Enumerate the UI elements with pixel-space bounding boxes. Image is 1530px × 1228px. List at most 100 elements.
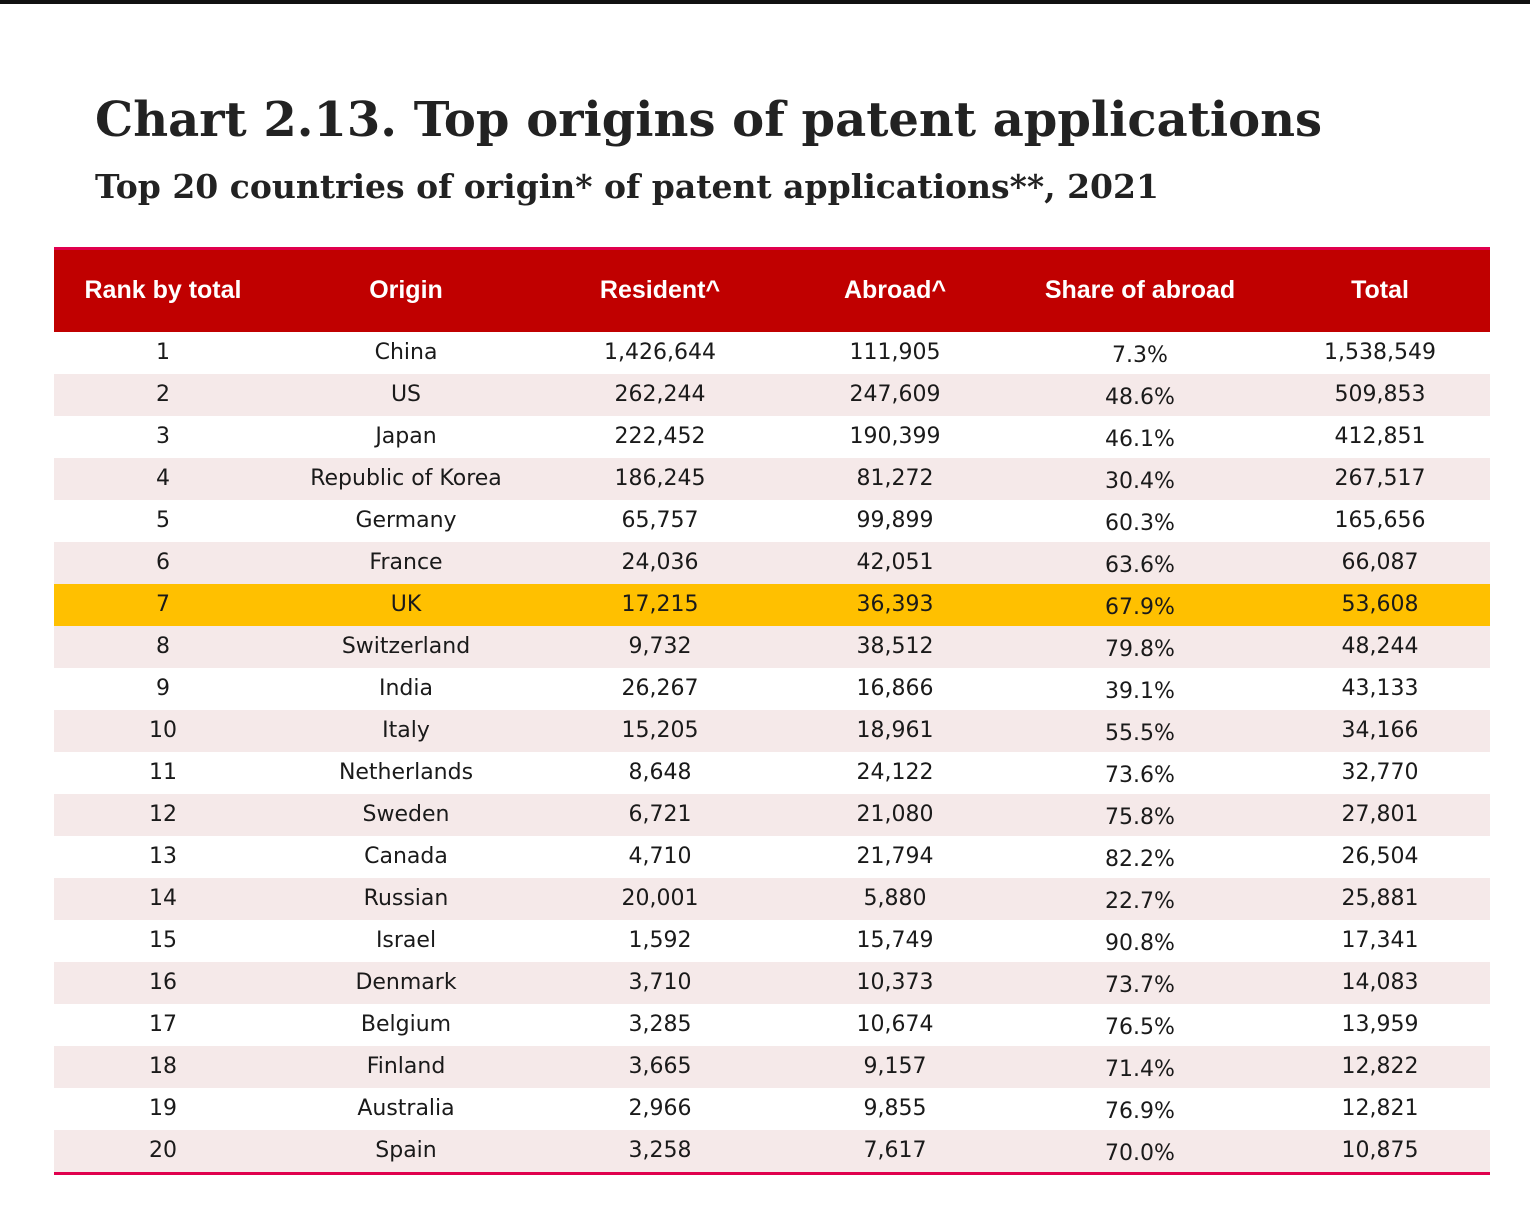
cell-origin: Spain [375, 1138, 437, 1163]
cell-share-of-abroad: 82.2% [1105, 847, 1175, 872]
header-total: Total [1270, 247, 1490, 332]
cell-abroad: 18,961 [856, 718, 934, 743]
cell-resident: 3,258 [628, 1138, 692, 1163]
cell-total: 25,881 [1341, 886, 1419, 911]
patent-origins-table-container: Rank by total Origin Resident^ Abroad^ S… [54, 247, 1490, 1175]
cell-total: 43,133 [1341, 676, 1419, 701]
cell-resident: 15,205 [621, 718, 699, 743]
table-row: 2 US 262,244 247,609 48.6% 509,853 [54, 373, 1490, 416]
cell-origin: Netherlands [338, 760, 474, 785]
cell-origin: Switzerland [341, 634, 471, 659]
cell-resident: 65,757 [621, 508, 699, 533]
cell-origin: China [374, 340, 438, 365]
cell-share-of-abroad: 73.6% [1105, 763, 1175, 788]
cell-abroad: 190,399 [849, 424, 941, 449]
cell-total: 1,538,549 [1324, 340, 1436, 365]
cell-total: 17,341 [1341, 928, 1419, 953]
cell-resident: 17,215 [621, 592, 699, 617]
table-row: 5 Germany 65,757 99,899 60.3% 165,656 [54, 500, 1490, 542]
cell-total: 12,822 [1341, 1054, 1419, 1079]
cell-total: 12,821 [1341, 1096, 1419, 1121]
cell-total: 509,853 [1334, 382, 1426, 407]
cell-rank: 15 [149, 928, 177, 953]
cell-rank: 16 [149, 970, 177, 995]
cell-rank: 19 [149, 1096, 177, 1121]
cell-resident: 4,710 [628, 844, 692, 869]
cell-total: 32,770 [1341, 760, 1419, 785]
table-row: 14 Russian 20,001 5,880 22.7% 25,881 [54, 877, 1490, 920]
cell-origin: UK [390, 592, 422, 617]
cell-share-of-abroad: 79.8% [1105, 637, 1175, 662]
cell-origin: Israel [375, 928, 437, 953]
cell-share-of-abroad: 70.0% [1105, 1141, 1175, 1166]
cell-origin: Denmark [355, 970, 457, 995]
cell-rank: 2 [156, 382, 170, 407]
cell-abroad: 111,905 [849, 340, 941, 365]
cell-abroad: 10,674 [856, 1012, 934, 1037]
cell-abroad: 99,899 [856, 508, 934, 533]
table-row: 18 Finland 3,665 9,157 71.4% 12,822 [54, 1045, 1490, 1088]
table-row: 20 Spain 3,258 7,617 70.0% 10,875 [54, 1129, 1490, 1172]
table-row: 12 Sweden 6,721 21,080 75.8% 27,801 [54, 793, 1490, 836]
cell-rank: 18 [149, 1054, 177, 1079]
cell-resident: 222,452 [614, 424, 706, 449]
cell-abroad: 42,051 [856, 550, 934, 575]
cell-abroad: 9,157 [863, 1054, 927, 1079]
table-body: 1 China 1,426,644 111,905 7.3% 1,538,549 2 US 26… [54, 332, 1490, 1172]
cell-share-of-abroad: 30.4% [1105, 469, 1175, 494]
cell-share-of-abroad: 90.8% [1105, 931, 1175, 956]
cell-rank: 6 [156, 550, 170, 575]
cell-share-of-abroad: 39.1% [1105, 679, 1175, 704]
cell-resident: 8,648 [628, 760, 692, 785]
table-row: 8 Switzerland 9,732 38,512 79.8% 48,244 [54, 625, 1490, 668]
cell-rank: 3 [156, 424, 170, 449]
cell-total: 26,504 [1341, 844, 1419, 869]
table-header: Rank by total Origin Resident^ Abroad^ S… [54, 247, 1490, 332]
cell-abroad: 21,794 [856, 844, 934, 869]
cell-abroad: 15,749 [856, 928, 934, 953]
header-abroad: Abroad^ [780, 247, 1010, 332]
table-row: 13 Canada 4,710 21,794 82.2% 26,504 [54, 836, 1490, 878]
header-share-of-abroad: Share of abroad [1010, 247, 1270, 332]
cell-origin: Sweden [362, 802, 450, 827]
cell-resident: 1,426,644 [604, 340, 716, 365]
cell-resident: 3,710 [628, 970, 692, 995]
cell-rank: 10 [149, 718, 177, 743]
header-resident: Resident^ [540, 247, 780, 332]
cell-total: 267,517 [1334, 466, 1426, 491]
cell-rank: 5 [156, 508, 170, 533]
table-row: 6 France 24,036 42,051 63.6% 66,087 [54, 541, 1490, 584]
table-row: 10 Italy 15,205 18,961 55.5% 34,166 [54, 709, 1490, 752]
cell-share-of-abroad: 22.7% [1105, 889, 1175, 914]
cell-origin: Russian [363, 886, 449, 911]
table-row: 9 India 26,267 16,866 39.1% 43,133 [54, 668, 1490, 710]
cell-rank: 14 [149, 886, 177, 911]
cell-rank: 20 [149, 1138, 177, 1163]
top-border-rule [0, 0, 1530, 4]
cell-abroad: 5,880 [863, 886, 927, 911]
cell-share-of-abroad: 60.3% [1105, 511, 1175, 536]
cell-origin: Canada [364, 844, 448, 869]
cell-resident: 3,665 [628, 1054, 692, 1079]
cell-origin: Italy [382, 718, 430, 743]
cell-total: 34,166 [1341, 718, 1419, 743]
cell-share-of-abroad: 75.8% [1105, 805, 1175, 830]
cell-origin: Australia [357, 1096, 455, 1121]
cell-share-of-abroad: 7.3% [1112, 343, 1168, 368]
chart-title: Chart 2.13. Top origins of patent applic… [95, 92, 1323, 148]
cell-share-of-abroad: 76.5% [1105, 1015, 1175, 1040]
table-row: 4 Republic of Korea 186,245 81,272 30.4% 267,… [54, 457, 1490, 500]
cell-rank: 4 [156, 466, 170, 491]
cell-total: 14,083 [1341, 970, 1419, 995]
cell-abroad: 7,617 [863, 1138, 927, 1163]
cell-origin: Finland [366, 1054, 446, 1079]
patent-origins-table: Rank by total Origin Resident^ Abroad^ S… [54, 247, 1490, 1172]
cell-origin: Republic of Korea [310, 466, 502, 491]
table-row: 15 Israel 1,592 15,749 90.8% 17,341 [54, 920, 1490, 962]
cell-share-of-abroad: 71.4% [1105, 1057, 1175, 1082]
cell-rank: 1 [156, 340, 170, 365]
table-row: 17 Belgium 3,285 10,674 76.5% 13,959 [54, 1004, 1490, 1046]
cell-rank: 7 [156, 592, 170, 617]
cell-abroad: 38,512 [856, 634, 934, 659]
header-row: Rank by total Origin Resident^ Abroad^ S… [54, 247, 1490, 332]
